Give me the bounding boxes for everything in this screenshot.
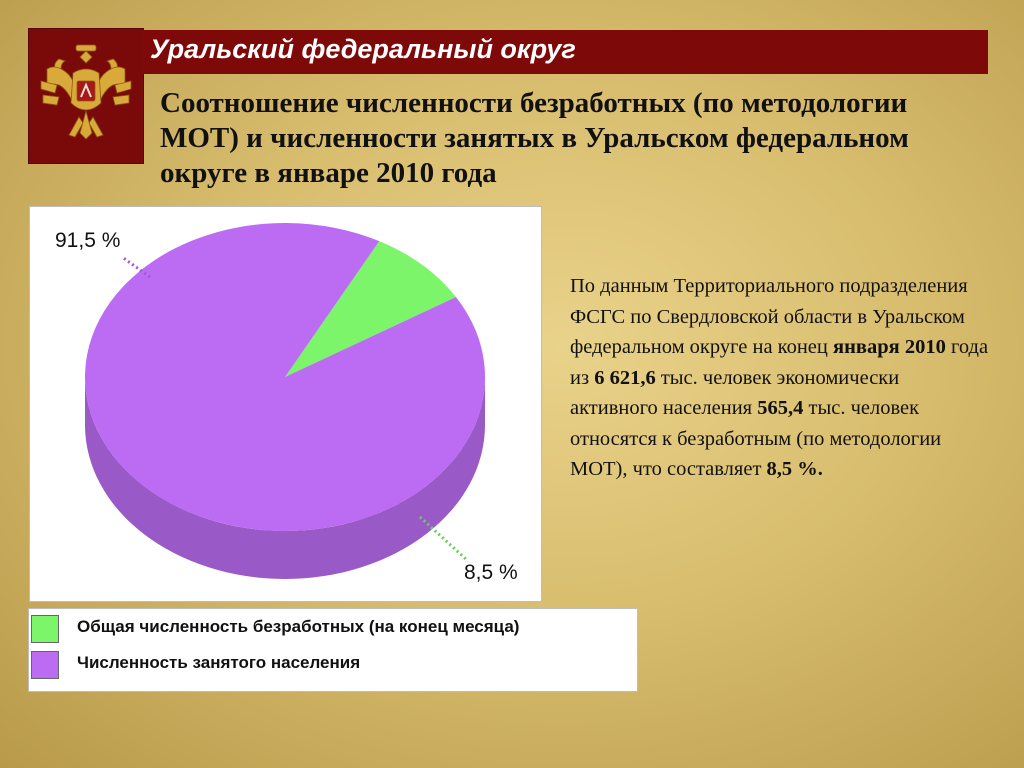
- info-text-run: года из: [570, 336, 989, 389]
- info-text-run: тыс. человек экономически активного насе…: [570, 366, 900, 420]
- label-leader-line: [121, 255, 151, 279]
- legend-swatch: [31, 615, 59, 643]
- info-text-run: 8,5 %.: [766, 458, 823, 480]
- legend-label: Общая численность безработных (на конец …: [77, 617, 520, 636]
- chart-legend: Общая численность безработных (на конец …: [28, 608, 638, 692]
- legend-swatch: [31, 651, 59, 679]
- slide-title: Соотношение численности безработных (по …: [160, 87, 909, 189]
- pie-slice-employed: [84, 222, 485, 531]
- info-paragraph: По данным Территориального подразделения…: [570, 271, 990, 485]
- data-label: 8,5 %: [464, 561, 518, 584]
- data-label: 91,5 %: [55, 229, 120, 252]
- pie-side-wall: [85, 377, 485, 579]
- legend-item-unemployed: Общая численность безработных (на конец …: [31, 613, 631, 643]
- info-text-run: января 2010: [833, 336, 946, 358]
- pie-slice-unemployed: [285, 241, 456, 377]
- label-leader-line: [418, 515, 470, 563]
- info-text-run: тыс. человек относятся к безработным (по…: [570, 397, 942, 480]
- header-bar: Уральский федеральный округ: [142, 30, 988, 74]
- info-text-run: По данным Территориального подразделения…: [570, 275, 968, 358]
- coat-of-arms-emblem: [28, 28, 144, 164]
- legend-label: Численность занятого населения: [77, 653, 361, 672]
- pie-chart: 91,5 % 8,5 %: [55, 222, 518, 584]
- info-text-run: 6 621,6: [594, 366, 656, 389]
- region-title: Уральский федеральный округ: [150, 34, 576, 64]
- legend-item-employed: Численность занятого населения: [31, 649, 631, 679]
- pie-chart-panel: 91,5 % 8,5 %: [29, 206, 542, 602]
- info-text-run: 565,4: [757, 397, 804, 419]
- double-headed-eagle-icon: [40, 44, 132, 140]
